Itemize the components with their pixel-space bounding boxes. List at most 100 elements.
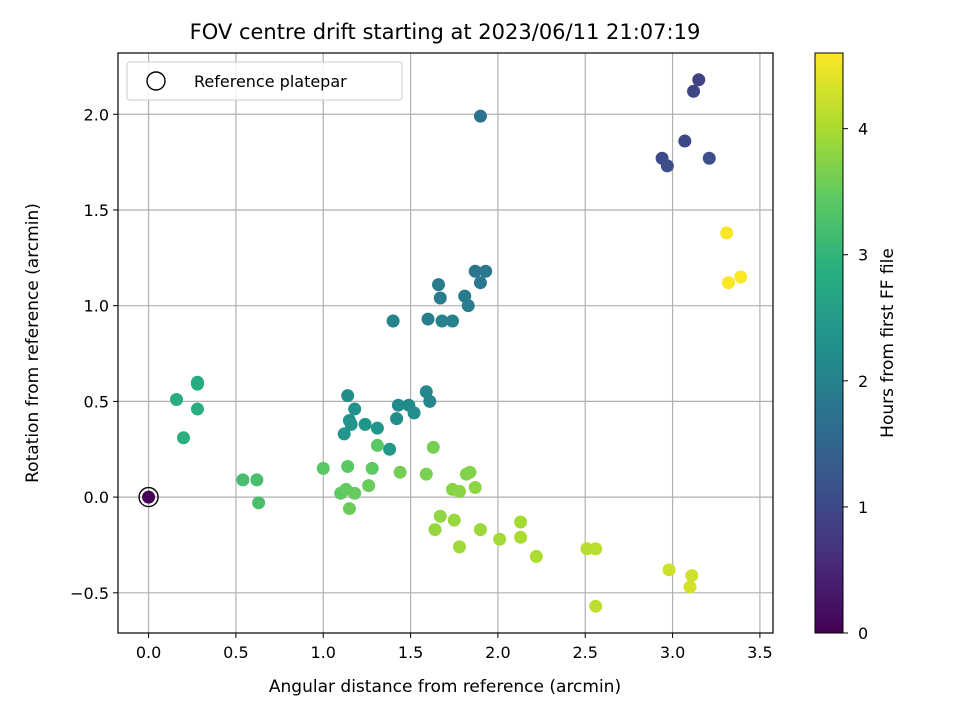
- data-point: [433, 509, 447, 523]
- data-point: [468, 264, 482, 278]
- data-point: [421, 312, 435, 326]
- y-tick-label: 1.5: [84, 201, 109, 220]
- x-tick-label: 0.5: [223, 643, 248, 662]
- data-point: [687, 84, 701, 98]
- data-point: [190, 402, 204, 416]
- data-point: [463, 465, 477, 479]
- x-tick-label: 3.5: [747, 643, 772, 662]
- data-point: [473, 523, 487, 537]
- reference-marker: [138, 486, 159, 508]
- y-tick-label: 0.0: [84, 488, 109, 507]
- data-point: [337, 427, 351, 441]
- data-point: [461, 299, 475, 313]
- legend-marker-open-circle: [146, 71, 166, 91]
- data-point: [407, 406, 421, 420]
- data-point: [358, 417, 372, 431]
- data-point: [383, 442, 397, 456]
- data-point: [393, 465, 407, 479]
- plot-frame: [117, 52, 774, 634]
- data-point: [348, 486, 362, 500]
- data-point: [370, 438, 384, 452]
- data-point: [365, 461, 379, 475]
- data-point: [423, 394, 437, 408]
- data-point: [514, 515, 528, 529]
- data-point: [419, 467, 433, 481]
- data-point: [426, 440, 440, 454]
- y-tick-label: 1.0: [84, 297, 109, 316]
- data-point: [433, 291, 447, 305]
- data-point: [316, 461, 330, 475]
- data-point: [589, 599, 603, 613]
- data-point: [493, 532, 507, 546]
- x-tick-label: 1.5: [398, 643, 423, 662]
- colorbar-label: Hours from first FF file: [878, 248, 898, 438]
- data-point: [702, 151, 716, 165]
- data-point: [683, 580, 697, 594]
- data-point: [721, 276, 735, 290]
- data-point: [479, 264, 493, 278]
- data-point: [348, 402, 362, 416]
- legend-label-reference-platepar: Reference platepar: [194, 72, 347, 91]
- data-point: [341, 389, 355, 403]
- colorbar-tick-label: 3: [858, 246, 868, 265]
- colorbar-ticks: 0 1 2 3 4: [843, 120, 868, 643]
- data-point: [252, 496, 266, 510]
- colorbar: 0 1 2 3 4 Hours from first FF file: [814, 52, 898, 643]
- data-point: [386, 314, 400, 328]
- colorbar-bar: [814, 52, 844, 634]
- data-point: [473, 276, 487, 290]
- data-point: [177, 431, 190, 445]
- chart-title: FOV centre drift starting at 2023/06/11 …: [190, 20, 701, 44]
- x-axis-ticks: 0.0 0.5 1.0 1.5 2.0 2.5 3.0 3.5: [136, 633, 773, 662]
- y-tick-label: 2.0: [84, 105, 109, 124]
- data-point: [362, 479, 376, 493]
- data-point: [391, 398, 405, 412]
- data-point: [435, 314, 449, 328]
- colorbar-tick-label: 4: [858, 120, 868, 139]
- data-point: [452, 484, 466, 498]
- data-point: [720, 226, 734, 240]
- data-point: [678, 134, 692, 148]
- data-point: [452, 540, 466, 554]
- data-point: [662, 563, 676, 577]
- x-tick-label: 1.0: [311, 643, 336, 662]
- data-point: [473, 109, 487, 123]
- x-tick-label: 2.0: [485, 643, 510, 662]
- colorbar-tick-label: 0: [858, 624, 868, 643]
- data-point: [660, 159, 674, 173]
- data-point: [589, 542, 603, 556]
- y-axis-ticks: −0.5 0.0 0.5 1.0 1.5 2.0: [70, 105, 118, 603]
- y-tick-label: −0.5: [70, 584, 109, 603]
- data-point: [468, 481, 482, 495]
- data-point: [428, 523, 442, 537]
- data-point: [250, 473, 264, 487]
- data-point: [514, 530, 528, 544]
- data-point: [447, 513, 461, 527]
- data-point: [432, 278, 446, 292]
- data-point: [734, 270, 748, 284]
- data-point: [344, 417, 358, 431]
- x-axis-label: Angular distance from reference (arcmin): [269, 677, 621, 697]
- x-tick-label: 3.0: [660, 643, 685, 662]
- data-point: [685, 569, 699, 583]
- data-point: [390, 412, 404, 426]
- colorbar-tick-label: 1: [858, 498, 868, 517]
- y-tick-label: 0.5: [84, 392, 109, 411]
- data-point: [445, 314, 459, 328]
- x-tick-label: 0.0: [136, 643, 161, 662]
- data-point: [342, 502, 356, 516]
- data-point: [190, 377, 204, 391]
- data-point: [341, 459, 355, 473]
- data-points: [138, 73, 748, 613]
- legend-box: [126, 61, 403, 101]
- data-point: [529, 549, 543, 563]
- data-point: [370, 421, 384, 435]
- y-axis-label: Rotation from reference (arcmin): [23, 203, 43, 483]
- grid: [118, 53, 773, 633]
- reference-point: [142, 490, 156, 504]
- data-point: [170, 392, 184, 406]
- x-tick-label: 2.5: [573, 643, 598, 662]
- data-point: [236, 473, 250, 487]
- colorbar-tick-label: 2: [858, 372, 868, 391]
